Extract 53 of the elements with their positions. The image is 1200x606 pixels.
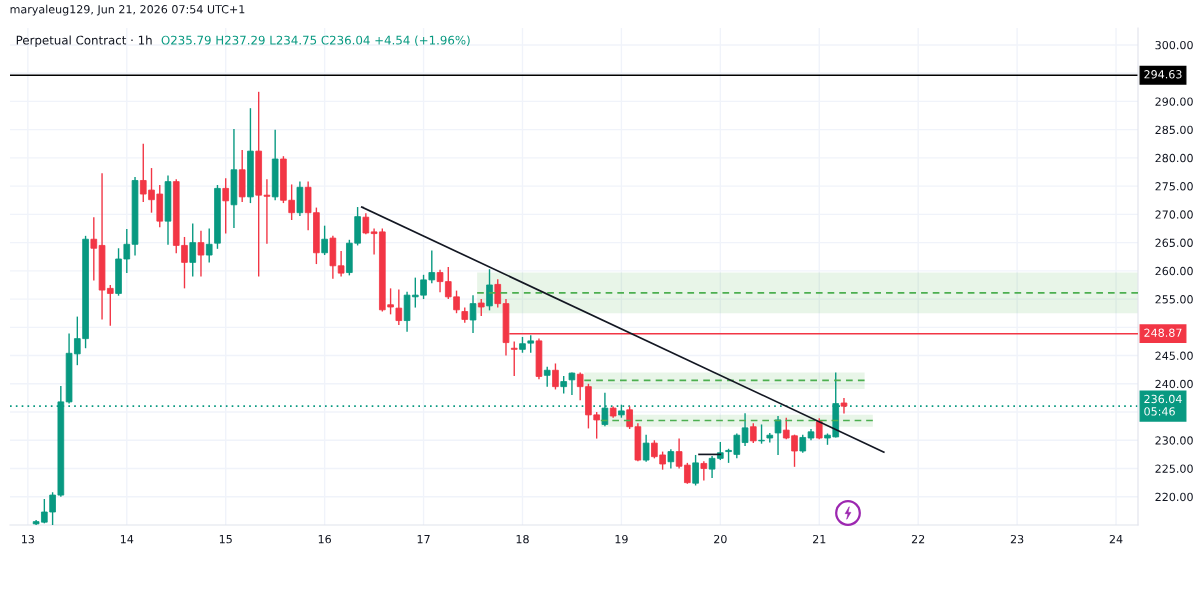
- x-tick-label: 21: [812, 534, 826, 544]
- x-tick-label: 19: [615, 534, 628, 544]
- y-tick-label: 275.00: [1155, 182, 1193, 191]
- candlestick: [749, 422, 757, 444]
- text: maryaleug129, Jun 21, 2026 07:54 UTC+1: [10, 4, 245, 16]
- y-tick-label: 265.00: [1155, 238, 1193, 247]
- x-tick-label: 13: [22, 534, 35, 544]
- candlestick: [642, 433, 650, 463]
- y-tick-label: 280.00: [1155, 153, 1193, 163]
- y-tick-label: 230.00: [1155, 436, 1193, 445]
- candlestick: [774, 415, 782, 456]
- y-tick-label: 270.00: [1155, 210, 1193, 219]
- x-tick-label: 15: [219, 535, 232, 544]
- y-tick-label: 260.00: [1155, 266, 1193, 276]
- y-tick-label: 285.00: [1155, 125, 1193, 135]
- candlestick: [205, 227, 213, 264]
- candlestick: [692, 454, 699, 487]
- text: Perpetual Contract · 1h: [16, 35, 152, 47]
- y-tick-label: 225.00: [1155, 464, 1193, 473]
- x-tick-label: 14: [120, 535, 134, 544]
- x-tick-label: 23: [1010, 534, 1024, 544]
- x-tick-label: 22: [911, 534, 925, 544]
- candlestick: [510, 340, 518, 377]
- annotation: O235.79 H237.29 L234.75 C236.04 +4.54 (+1.96%): [161, 35, 470, 46]
- x-tick-label: 17: [417, 535, 430, 544]
- candlestick: [321, 224, 328, 256]
- ref-line-label: 236.04 05:46: [1144, 394, 1182, 416]
- y-tick-label: 255.00: [1155, 295, 1193, 304]
- ref-line-label: 294.63: [1144, 70, 1182, 79]
- candlestick: [741, 412, 749, 447]
- candlestick: [222, 177, 230, 235]
- candlestick: [469, 294, 477, 334]
- x-tick-label: 24: [1109, 534, 1123, 544]
- candlestick: [543, 366, 551, 388]
- y-tick-label: 300.00: [1155, 40, 1193, 50]
- y-tick-label: 220.00: [1155, 492, 1193, 502]
- candlestick: [486, 268, 493, 312]
- x-tick-label: 20: [714, 534, 727, 544]
- candlestick: [667, 448, 675, 470]
- candlestick: [189, 222, 197, 278]
- y-tick-label: 245.00: [1155, 351, 1193, 360]
- x-tick-label: 18: [516, 534, 529, 544]
- data-label: 248.87: [1144, 328, 1182, 337]
- x-tick-label: 16: [318, 534, 331, 544]
- candlestick: [337, 250, 345, 278]
- y-tick-label: 240.00: [1155, 379, 1193, 389]
- candlestick: [197, 230, 205, 278]
- candlestick: [552, 362, 559, 391]
- candlestick: [568, 371, 576, 396]
- y-tick-label: 290.00: [1155, 97, 1193, 106]
- candlestick: [840, 397, 848, 415]
- candlestick: [90, 216, 98, 282]
- candlestick: [700, 460, 708, 482]
